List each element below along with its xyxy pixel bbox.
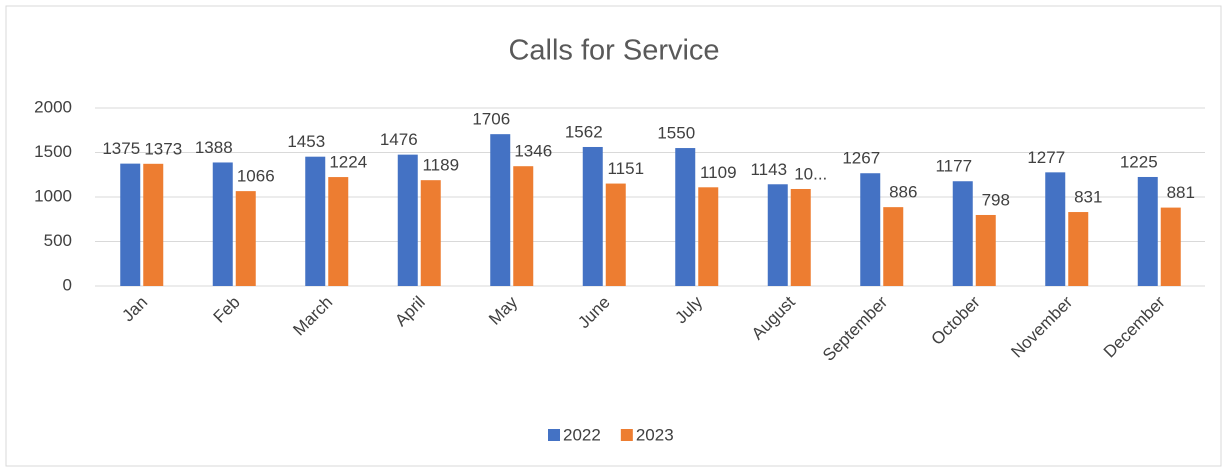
data-label: 1109 [700,163,737,182]
data-label: 1375 [102,139,140,158]
bar [952,181,973,286]
data-label: 1550 [657,124,695,143]
bar [790,188,811,286]
data-label: 1277 [1027,148,1065,167]
data-label: 1189 [422,156,459,175]
data-label: 1143 [750,160,787,179]
data-label: 1267 [842,149,880,168]
bar [513,166,534,286]
data-label: 1476 [380,130,418,149]
y-tick-label: 1000 [34,186,72,205]
data-label: 1453 [287,132,325,151]
data-label: 1346 [514,142,552,161]
bar [605,183,626,286]
bar [1068,212,1089,286]
bar [212,162,233,286]
bar [883,207,904,286]
data-label: 1224 [329,153,367,172]
bar [420,180,441,286]
data-label: 1151 [607,159,644,178]
bar [1137,176,1158,286]
y-tick-label: 2000 [34,97,72,116]
data-label: 1177 [935,157,972,176]
bar [397,154,418,286]
bar [490,134,511,286]
bar [767,184,788,286]
y-tick-label: 1500 [34,142,72,161]
data-label: 1225 [1120,152,1158,171]
data-label: 1562 [565,122,603,141]
legend-label: 2022 [563,425,601,444]
bar [860,173,881,286]
y-tick-label: 500 [44,231,72,250]
bar [698,187,719,286]
data-label: 798 [982,190,1010,209]
data-label: 881 [1167,183,1195,202]
bar [1045,172,1066,286]
data-label: 1066 [237,167,275,186]
data-label: 1388 [195,138,233,157]
bar [328,177,349,286]
bar [975,214,996,286]
bar [305,156,326,286]
data-label: 1373 [144,139,182,158]
bar [120,163,141,286]
y-tick-label: 0 [63,275,72,294]
data-label: 1706 [472,110,510,129]
data-label: 831 [1074,188,1102,207]
bar [143,163,164,286]
bar [675,148,696,286]
chart-title: Calls for Service [508,35,719,67]
bar [1160,207,1181,286]
data-label: 10... [794,164,827,183]
legend-label: 2023 [636,425,674,444]
bar [582,146,603,286]
legend-swatch [620,429,633,441]
bar [235,191,256,286]
legend-swatch [548,429,560,441]
data-label: 886 [889,183,917,202]
